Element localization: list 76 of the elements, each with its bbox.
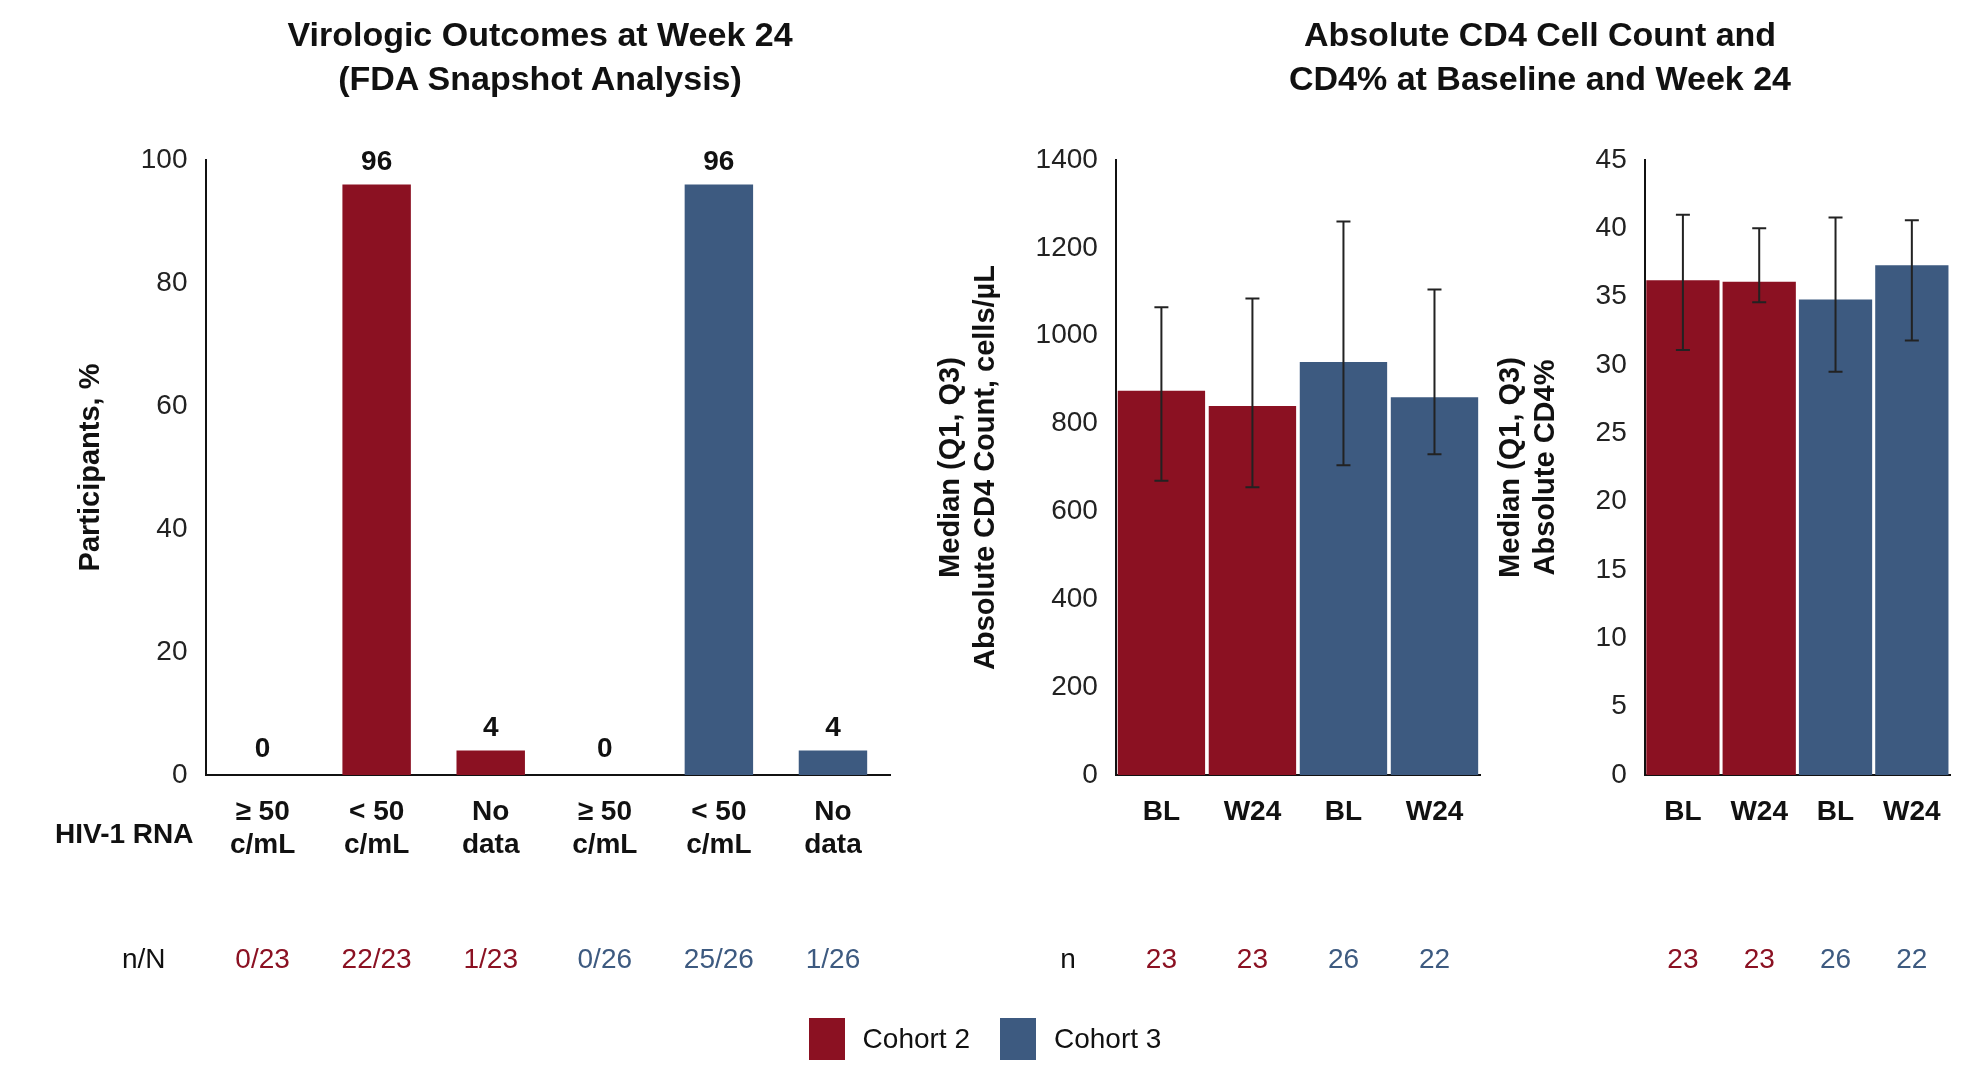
y-tick-label: 200 <box>1051 669 1098 701</box>
text: 1/26 <box>805 942 861 974</box>
text: 22 <box>1896 942 1928 974</box>
text: 23 <box>1743 942 1775 974</box>
y-tick-label: 20 <box>1595 484 1627 516</box>
y-tick-label: 80 <box>156 265 188 297</box>
y-tick-label: 100 <box>140 142 188 174</box>
bar <box>1208 406 1297 775</box>
data-label: 96 <box>703 145 735 177</box>
x-tick-label: BL <box>1816 794 1855 826</box>
y-tick-label: 5 <box>1611 689 1627 721</box>
x-tick-label: BL <box>1664 794 1702 826</box>
y-tick-label: 1200 <box>1035 230 1098 262</box>
x-tick-label: No data <box>804 794 863 860</box>
data-label: 4 <box>825 711 842 743</box>
bar <box>1117 390 1206 775</box>
y-tick-label: 1000 <box>1035 318 1098 350</box>
y-tick-label: 600 <box>1051 494 1098 526</box>
text: 23 <box>1236 942 1269 974</box>
text: 26 <box>1819 942 1852 974</box>
y-tick-label: 0 <box>171 757 188 789</box>
y-tick-label: 15 <box>1595 552 1627 584</box>
y-tick-label: 30 <box>1595 347 1627 379</box>
y-tick-label: 45 <box>1595 142 1627 174</box>
y-tick-label: 25 <box>1595 416 1627 448</box>
bar <box>1299 362 1388 775</box>
y-tick-label: 800 <box>1051 406 1098 438</box>
x-tick-label: W24 <box>1883 794 1942 826</box>
chart-title: Virologic Outcomes at Week 24 (FDA Snapshot Analysis) <box>286 14 794 99</box>
data-label: 0 <box>597 731 613 763</box>
text: 22 <box>1418 942 1451 974</box>
bar <box>1390 397 1479 775</box>
x-tick-label: < 50 c/mL <box>686 794 752 860</box>
x-tick-label: W24 <box>1405 794 1464 826</box>
bar <box>1722 281 1796 775</box>
text: 22/23 <box>341 942 412 974</box>
x-tick-label: < 50 c/mL <box>343 794 410 860</box>
x-axis-title: HIV-1 RNA <box>55 817 194 849</box>
y-tick-label: 10 <box>1595 621 1627 653</box>
legend-label: Cohort 2 <box>862 1023 970 1055</box>
x-tick-label: ≥ 50 c/mL <box>229 794 296 860</box>
y-tick-label: 60 <box>156 388 188 420</box>
data-label: 96 <box>361 145 393 177</box>
y-tick-label: 1400 <box>1035 142 1098 174</box>
x-tick-label: No data <box>461 794 520 860</box>
chart-title: Absolute CD4 Cell Count and CD4% at Baseline and Week 24 <box>1288 14 1792 99</box>
x-tick-label: W24 <box>1223 794 1282 826</box>
legend-label: Cohort 3 <box>1054 1023 1162 1055</box>
text: 25/26 <box>683 942 754 974</box>
y-tick-label: 20 <box>156 634 188 666</box>
data-label: 4 <box>482 711 499 743</box>
text: 1/23 <box>463 942 518 974</box>
y-tick-label: 40 <box>1595 211 1627 243</box>
x-tick-label: W24 <box>1730 794 1789 826</box>
y-tick-label: 40 <box>156 511 188 543</box>
y-axis-title: Participants, % <box>73 363 106 572</box>
y-axis-title: Median (Q1, Q3) Absolute CD4 Count, cells/µL <box>933 264 1001 671</box>
text: 0/23 <box>235 942 290 974</box>
x-tick-label: ≥ 50 c/mL <box>572 794 638 860</box>
y-axis-title: Median (Q1, Q3) Absolute CD4% <box>1493 357 1561 578</box>
text: n/N <box>121 942 166 974</box>
y-tick-label: 0 <box>1611 757 1627 789</box>
y-tick-label: 0 <box>1082 757 1098 789</box>
text: 23 <box>1667 942 1699 974</box>
x-tick-label: BL <box>1324 794 1363 826</box>
data-label: 0 <box>254 731 271 763</box>
bar <box>1798 299 1873 775</box>
text: n <box>1060 942 1076 974</box>
y-tick-label: 35 <box>1595 279 1627 311</box>
bar <box>1646 280 1720 775</box>
x-tick-label: BL <box>1142 794 1181 826</box>
text: 0/26 <box>577 942 633 974</box>
text: 23 <box>1145 942 1177 974</box>
text: 26 <box>1327 942 1360 974</box>
y-tick-label: 400 <box>1051 582 1098 613</box>
bar <box>1875 265 1949 775</box>
